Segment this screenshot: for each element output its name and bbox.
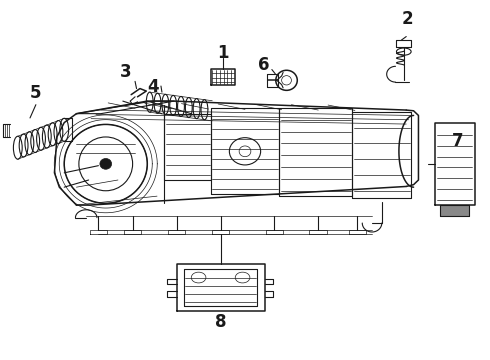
Ellipse shape	[100, 158, 112, 169]
Text: 1: 1	[217, 44, 229, 62]
Text: 5: 5	[30, 84, 42, 102]
Bar	[441, 205, 469, 216]
Text: 6: 6	[258, 55, 270, 73]
Text: 3: 3	[120, 63, 131, 81]
Text: 7: 7	[452, 132, 464, 150]
Text: 8: 8	[215, 312, 226, 330]
Text: 2: 2	[401, 10, 413, 28]
Text: 4: 4	[147, 78, 159, 96]
